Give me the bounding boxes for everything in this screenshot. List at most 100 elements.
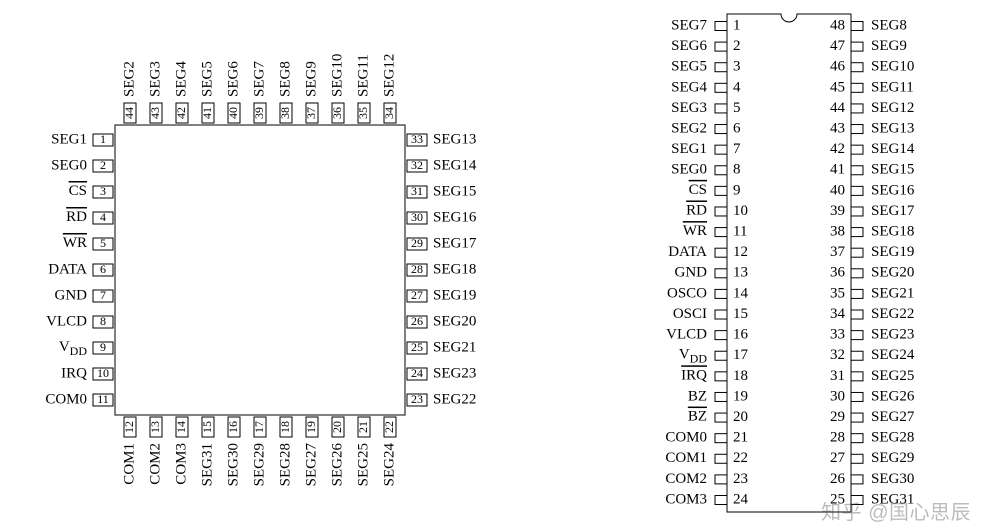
svg-text:SEG27: SEG27 bbox=[871, 409, 915, 425]
svg-text:24: 24 bbox=[733, 491, 749, 507]
svg-text:WR: WR bbox=[63, 235, 87, 251]
svg-text:IRQ: IRQ bbox=[61, 365, 87, 381]
svg-text:SEG25: SEG25 bbox=[355, 443, 371, 486]
svg-text:SEG12: SEG12 bbox=[381, 54, 397, 97]
svg-text:SEG12: SEG12 bbox=[871, 100, 914, 116]
svg-text:13: 13 bbox=[148, 421, 162, 433]
svg-text:SEG21: SEG21 bbox=[433, 339, 476, 355]
svg-text:WR: WR bbox=[683, 224, 707, 240]
svg-text:SEG19: SEG19 bbox=[871, 244, 914, 260]
svg-text:10: 10 bbox=[97, 366, 109, 380]
svg-text:39: 39 bbox=[252, 107, 266, 119]
svg-text:SEG16: SEG16 bbox=[871, 182, 915, 198]
svg-text:SEG18: SEG18 bbox=[433, 261, 476, 277]
svg-text:16: 16 bbox=[733, 327, 749, 343]
svg-text:COM0: COM0 bbox=[45, 391, 87, 407]
svg-text:VDD: VDD bbox=[59, 339, 88, 357]
svg-text:4: 4 bbox=[100, 210, 106, 224]
svg-text:31: 31 bbox=[411, 184, 423, 198]
svg-text:5: 5 bbox=[733, 100, 741, 116]
svg-text:19: 19 bbox=[304, 421, 318, 433]
svg-text:SEG13: SEG13 bbox=[433, 131, 476, 147]
svg-text:DATA: DATA bbox=[48, 261, 87, 277]
svg-text:SEG26: SEG26 bbox=[871, 388, 915, 404]
svg-text:SEG16: SEG16 bbox=[433, 209, 477, 225]
svg-text:BZ: BZ bbox=[688, 409, 707, 425]
svg-text:SEG20: SEG20 bbox=[871, 265, 914, 281]
svg-text:SEG9: SEG9 bbox=[871, 38, 907, 54]
svg-text:39: 39 bbox=[830, 203, 845, 219]
svg-text:SEG10: SEG10 bbox=[329, 54, 345, 97]
qfp-package: 1SEG12SEG03CS4RD5WR6DATA7GND8VLCD9VDD10I… bbox=[45, 54, 477, 487]
svg-text:SEG11: SEG11 bbox=[355, 54, 371, 97]
svg-text:4: 4 bbox=[733, 79, 741, 95]
svg-text:OSCO: OSCO bbox=[667, 285, 707, 301]
svg-text:SEG0: SEG0 bbox=[51, 157, 87, 173]
svg-text:2: 2 bbox=[100, 158, 106, 172]
svg-text:SEG30: SEG30 bbox=[871, 471, 914, 487]
svg-text:20: 20 bbox=[733, 409, 748, 425]
svg-text:26: 26 bbox=[830, 471, 846, 487]
svg-text:41: 41 bbox=[830, 162, 845, 178]
svg-text:33: 33 bbox=[830, 327, 845, 343]
svg-text:SEG30: SEG30 bbox=[225, 443, 241, 486]
svg-text:SEG17: SEG17 bbox=[871, 203, 915, 219]
svg-text:SEG17: SEG17 bbox=[433, 235, 477, 251]
svg-text:SEG27: SEG27 bbox=[303, 443, 319, 487]
svg-text:19: 19 bbox=[733, 388, 748, 404]
svg-text:35: 35 bbox=[356, 107, 370, 119]
svg-text:SEG26: SEG26 bbox=[329, 443, 345, 487]
svg-text:COM1: COM1 bbox=[121, 443, 137, 485]
svg-text:SEG4: SEG4 bbox=[671, 79, 707, 95]
svg-text:46: 46 bbox=[830, 59, 846, 75]
svg-text:17: 17 bbox=[733, 347, 749, 363]
svg-text:SEG8: SEG8 bbox=[277, 61, 293, 97]
svg-text:SEG5: SEG5 bbox=[199, 61, 215, 97]
svg-text:SEG29: SEG29 bbox=[871, 450, 914, 466]
svg-text:SEG3: SEG3 bbox=[671, 100, 707, 116]
svg-text:COM2: COM2 bbox=[147, 443, 163, 485]
svg-text:SEG8: SEG8 bbox=[871, 17, 907, 33]
svg-text:11: 11 bbox=[97, 392, 109, 406]
svg-text:20: 20 bbox=[330, 421, 344, 433]
svg-text:COM2: COM2 bbox=[665, 471, 707, 487]
watermark: 知乎 @国心思辰 bbox=[821, 496, 971, 525]
svg-text:SEG21: SEG21 bbox=[871, 285, 914, 301]
svg-text:SEG4: SEG4 bbox=[173, 61, 189, 97]
svg-text:15: 15 bbox=[733, 306, 748, 322]
svg-text:VDD: VDD bbox=[679, 347, 708, 365]
svg-text:27: 27 bbox=[830, 450, 846, 466]
svg-text:COM1: COM1 bbox=[665, 450, 707, 466]
svg-text:15: 15 bbox=[200, 421, 214, 433]
svg-text:12: 12 bbox=[733, 244, 748, 260]
pinout-diagrams: 1SEG12SEG03CS4RD5WR6DATA7GND8VLCD9VDD10I… bbox=[0, 0, 1001, 531]
svg-text:SEG29: SEG29 bbox=[251, 443, 267, 486]
svg-text:3: 3 bbox=[100, 184, 106, 198]
svg-text:SEG7: SEG7 bbox=[251, 61, 267, 97]
svg-text:25: 25 bbox=[411, 340, 423, 354]
svg-text:28: 28 bbox=[830, 430, 845, 446]
svg-text:7: 7 bbox=[100, 288, 106, 302]
svg-text:31: 31 bbox=[830, 368, 845, 384]
svg-text:2: 2 bbox=[733, 38, 741, 54]
svg-text:SEG28: SEG28 bbox=[277, 443, 293, 486]
svg-text:SEG11: SEG11 bbox=[871, 79, 914, 95]
svg-text:44: 44 bbox=[830, 100, 846, 116]
svg-text:SEG15: SEG15 bbox=[433, 183, 476, 199]
svg-text:41: 41 bbox=[200, 107, 214, 119]
svg-text:36: 36 bbox=[830, 265, 846, 281]
svg-text:18: 18 bbox=[733, 368, 748, 384]
svg-text:SEG6: SEG6 bbox=[671, 38, 707, 54]
svg-text:42: 42 bbox=[174, 107, 188, 119]
svg-text:10: 10 bbox=[733, 203, 748, 219]
svg-text:9: 9 bbox=[733, 182, 741, 198]
svg-text:33: 33 bbox=[411, 132, 423, 146]
svg-text:SEG1: SEG1 bbox=[51, 131, 87, 147]
svg-text:COM3: COM3 bbox=[173, 443, 189, 485]
svg-text:37: 37 bbox=[830, 244, 846, 260]
svg-text:43: 43 bbox=[830, 120, 845, 136]
svg-text:35: 35 bbox=[830, 285, 845, 301]
svg-text:37: 37 bbox=[304, 107, 318, 119]
svg-text:COM0: COM0 bbox=[665, 430, 707, 446]
svg-text:6: 6 bbox=[733, 120, 741, 136]
